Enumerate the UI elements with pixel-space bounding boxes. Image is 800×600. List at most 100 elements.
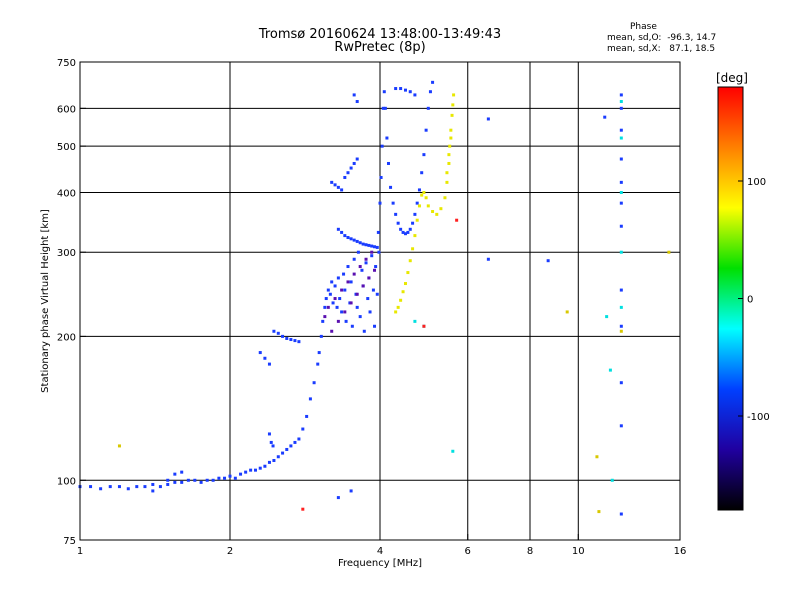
data-point bbox=[370, 254, 374, 258]
data-point bbox=[297, 437, 301, 441]
data-point bbox=[289, 338, 293, 342]
data-point bbox=[352, 93, 356, 97]
data-point bbox=[343, 310, 347, 314]
data-point bbox=[336, 496, 340, 500]
data-point bbox=[439, 207, 443, 211]
data-point bbox=[321, 319, 325, 323]
data-point bbox=[331, 301, 335, 305]
data-point bbox=[285, 336, 289, 340]
data-point bbox=[346, 236, 350, 240]
data-point bbox=[619, 329, 623, 333]
data-point bbox=[389, 185, 393, 189]
data-point bbox=[406, 271, 410, 275]
data-point bbox=[443, 196, 447, 200]
data-point bbox=[377, 250, 381, 254]
data-point bbox=[117, 485, 121, 489]
data-point bbox=[258, 351, 262, 355]
colorbar-label: [deg] bbox=[716, 71, 748, 85]
x-tick-label: 8 bbox=[527, 546, 533, 557]
data-point bbox=[360, 268, 364, 272]
chart-title: Tromsø 20160624 13:48:00-13:49:43 bbox=[258, 27, 502, 42]
data-point bbox=[343, 234, 347, 238]
data-point bbox=[267, 432, 271, 436]
data-point bbox=[361, 284, 365, 288]
data-point bbox=[367, 276, 371, 280]
data-point bbox=[411, 221, 415, 225]
data-point bbox=[330, 180, 334, 184]
data-point bbox=[373, 268, 377, 272]
data-point bbox=[435, 212, 439, 216]
data-point bbox=[619, 288, 623, 292]
data-point bbox=[422, 324, 426, 328]
data-point bbox=[619, 93, 623, 97]
phase-heading: Phase bbox=[630, 22, 657, 32]
data-point bbox=[333, 183, 337, 187]
data-point bbox=[401, 230, 405, 234]
data-point bbox=[336, 185, 340, 189]
data-point bbox=[401, 290, 405, 294]
data-point bbox=[619, 157, 623, 161]
data-point bbox=[426, 204, 430, 208]
data-point bbox=[376, 230, 380, 234]
data-point bbox=[173, 480, 177, 484]
data-point bbox=[374, 265, 378, 269]
data-point bbox=[326, 305, 330, 309]
colorbar: [deg] 100 0 -100 bbox=[716, 71, 770, 511]
data-point bbox=[355, 100, 359, 104]
data-point bbox=[619, 136, 623, 140]
data-point bbox=[486, 117, 490, 121]
data-point bbox=[447, 161, 451, 165]
data-point bbox=[603, 115, 607, 119]
data-point bbox=[335, 305, 339, 309]
data-point bbox=[340, 230, 344, 234]
data-point bbox=[366, 297, 370, 301]
data-point bbox=[383, 106, 387, 110]
data-point bbox=[338, 297, 342, 301]
data-point bbox=[349, 280, 353, 284]
data-point bbox=[349, 301, 353, 305]
data-point bbox=[355, 239, 359, 243]
data-point bbox=[343, 288, 347, 292]
data-point bbox=[319, 334, 323, 338]
data-point bbox=[293, 339, 297, 343]
data-point bbox=[151, 489, 155, 493]
data-point bbox=[336, 319, 340, 323]
data-point bbox=[271, 444, 275, 448]
data-point bbox=[355, 157, 359, 161]
data-point bbox=[565, 310, 569, 314]
data-point bbox=[486, 257, 490, 261]
data-point bbox=[352, 257, 356, 261]
data-point bbox=[380, 144, 384, 148]
data-point bbox=[403, 88, 407, 92]
data-point bbox=[619, 128, 623, 132]
x-tick-label: 2 bbox=[227, 546, 233, 557]
colorbar-tick-label: 100 bbox=[747, 177, 766, 188]
data-point bbox=[276, 331, 280, 335]
data-point bbox=[367, 243, 371, 247]
data-point bbox=[362, 329, 366, 333]
data-point bbox=[424, 128, 428, 132]
data-point bbox=[239, 472, 243, 476]
y-tick-label: 200 bbox=[57, 332, 76, 343]
data-point bbox=[452, 93, 456, 97]
grid-lines bbox=[80, 62, 680, 540]
data-point bbox=[546, 259, 550, 263]
data-point bbox=[420, 193, 424, 197]
data-point bbox=[272, 458, 276, 462]
data-point bbox=[317, 351, 321, 355]
data-point bbox=[253, 468, 257, 472]
data-point bbox=[173, 472, 177, 476]
data-point bbox=[301, 507, 305, 511]
data-point bbox=[424, 196, 428, 200]
data-point bbox=[143, 485, 147, 489]
data-point bbox=[249, 468, 253, 472]
data-point bbox=[333, 284, 337, 288]
data-point bbox=[355, 292, 359, 296]
data-point bbox=[89, 485, 93, 489]
data-point bbox=[364, 257, 368, 261]
data-point bbox=[619, 512, 623, 516]
data-point bbox=[342, 272, 346, 276]
data-point bbox=[406, 230, 410, 234]
data-point bbox=[343, 175, 347, 179]
